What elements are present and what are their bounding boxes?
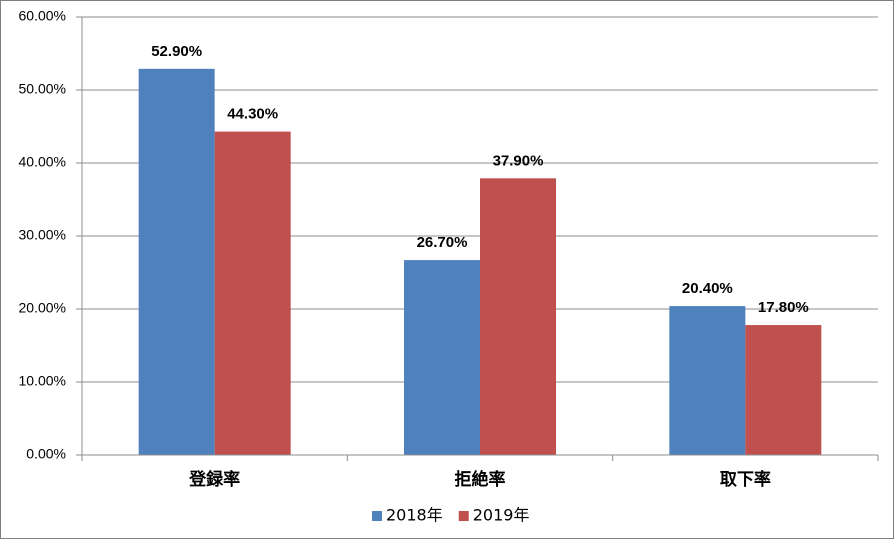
- value-label: 26.70%: [417, 234, 468, 251]
- bar: [480, 178, 556, 455]
- value-label: 37.90%: [493, 152, 544, 169]
- y-tick-label: 40.00%: [19, 154, 66, 170]
- y-tick-label: 60.00%: [19, 8, 66, 24]
- x-tick-label: 拒絶率: [455, 469, 506, 490]
- y-tick-label: 20.00%: [19, 300, 66, 316]
- legend-label: 2019年: [473, 506, 530, 525]
- bar: [404, 260, 480, 455]
- value-label: 44.30%: [227, 106, 278, 123]
- value-label: 17.80%: [758, 299, 809, 316]
- legend-swatch: [458, 511, 469, 521]
- y-tick-label: 10.00%: [19, 373, 66, 389]
- x-tick-label: 取下率: [720, 469, 771, 490]
- y-tick-label: 50.00%: [19, 81, 66, 97]
- legend-label: 2018年: [386, 506, 443, 525]
- value-label: 20.40%: [682, 280, 733, 297]
- y-tick-label: 0.00%: [26, 446, 66, 462]
- legend-swatch: [372, 511, 382, 521]
- bar: [214, 131, 291, 456]
- value-label: 52.90%: [151, 43, 202, 60]
- y-tick-label: 30.00%: [19, 227, 66, 243]
- x-tick-label: 登録率: [188, 469, 240, 490]
- bar: [138, 68, 215, 455]
- bar: [745, 325, 822, 455]
- bar: [669, 306, 746, 455]
